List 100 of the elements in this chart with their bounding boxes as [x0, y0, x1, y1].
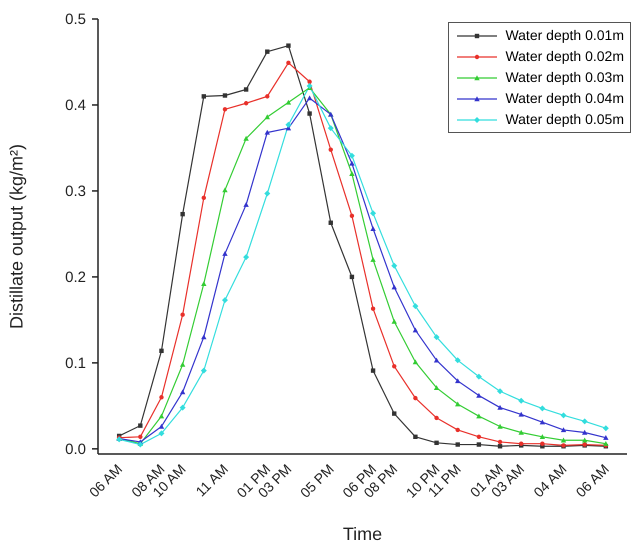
y-axis-title: Distillate output (kg/m²) [6, 144, 26, 330]
point [138, 423, 143, 428]
point [434, 334, 440, 340]
point [159, 395, 164, 400]
point [456, 428, 460, 432]
point [306, 95, 312, 100]
point [560, 427, 566, 432]
point [349, 160, 355, 166]
legend-label: Water depth 0.05m [505, 110, 624, 129]
legend-label: Water depth 0.03m [505, 68, 624, 87]
point [476, 442, 482, 447]
point [244, 101, 248, 106]
point [370, 257, 376, 262]
point [434, 416, 439, 420]
point [180, 362, 186, 367]
point [180, 212, 185, 216]
point [412, 328, 418, 332]
point [413, 434, 418, 440]
point [392, 411, 396, 416]
point [200, 368, 207, 374]
y-tick-label: 0.4 [65, 96, 86, 114]
point [180, 312, 185, 317]
point [350, 274, 354, 280]
point [285, 122, 292, 128]
point [370, 368, 376, 373]
point [264, 130, 270, 135]
point [328, 220, 333, 225]
point [222, 297, 228, 304]
point [158, 424, 164, 429]
point [348, 152, 355, 159]
point [539, 405, 546, 412]
point [603, 440, 609, 446]
y-tick-label: 0.5 [65, 11, 86, 28]
point [602, 425, 609, 432]
x-tick-label: 04 AM [530, 460, 570, 500]
point [286, 60, 291, 66]
point [159, 348, 164, 354]
point [243, 136, 249, 141]
point [286, 43, 291, 48]
point [370, 306, 376, 311]
point [244, 87, 248, 92]
point [434, 358, 440, 362]
point [412, 359, 418, 364]
point [307, 111, 312, 116]
x-tick-label: 05 PM [296, 460, 337, 501]
point [455, 401, 460, 406]
point [243, 254, 250, 260]
point [560, 412, 567, 418]
point [518, 412, 524, 417]
point [201, 281, 206, 286]
point [454, 357, 461, 364]
y-tick-label: 0.2 [65, 268, 86, 286]
point [264, 114, 270, 120]
point [286, 100, 292, 105]
point [202, 196, 206, 200]
point [560, 438, 566, 442]
point [391, 262, 398, 269]
point [222, 250, 228, 256]
point [582, 430, 588, 435]
point [201, 334, 206, 340]
point [412, 303, 418, 310]
point [392, 364, 396, 369]
point [158, 430, 164, 436]
point [434, 385, 440, 390]
legend-label: Water depth 0.01m [505, 26, 624, 45]
point [476, 374, 482, 380]
point [222, 187, 228, 192]
x-tick-label: 06 AM [572, 460, 612, 500]
point [540, 419, 546, 424]
point [370, 226, 376, 231]
point [243, 202, 249, 207]
point [392, 284, 397, 290]
point [540, 441, 545, 446]
point [350, 214, 354, 218]
point [222, 107, 228, 112]
point [265, 94, 270, 99]
point [497, 388, 504, 394]
y-tick-label: 0.1 [65, 354, 86, 372]
point [518, 430, 524, 435]
legend-label: Water depth 0.02m [505, 47, 624, 66]
point [307, 80, 312, 84]
point [497, 404, 503, 410]
point [497, 424, 503, 429]
point [138, 434, 143, 440]
point [498, 444, 502, 448]
y-tick-label: 0.3 [65, 182, 86, 200]
point [518, 398, 524, 404]
point [180, 404, 186, 411]
point [328, 147, 333, 152]
point [476, 413, 482, 418]
point [180, 389, 186, 394]
point [158, 413, 164, 418]
point [582, 438, 588, 442]
point [540, 434, 546, 440]
point [328, 125, 334, 132]
point [455, 378, 460, 384]
x-tick-label: 06 AM [86, 460, 126, 500]
point [392, 318, 397, 324]
point [265, 49, 270, 54]
point [456, 442, 460, 447]
